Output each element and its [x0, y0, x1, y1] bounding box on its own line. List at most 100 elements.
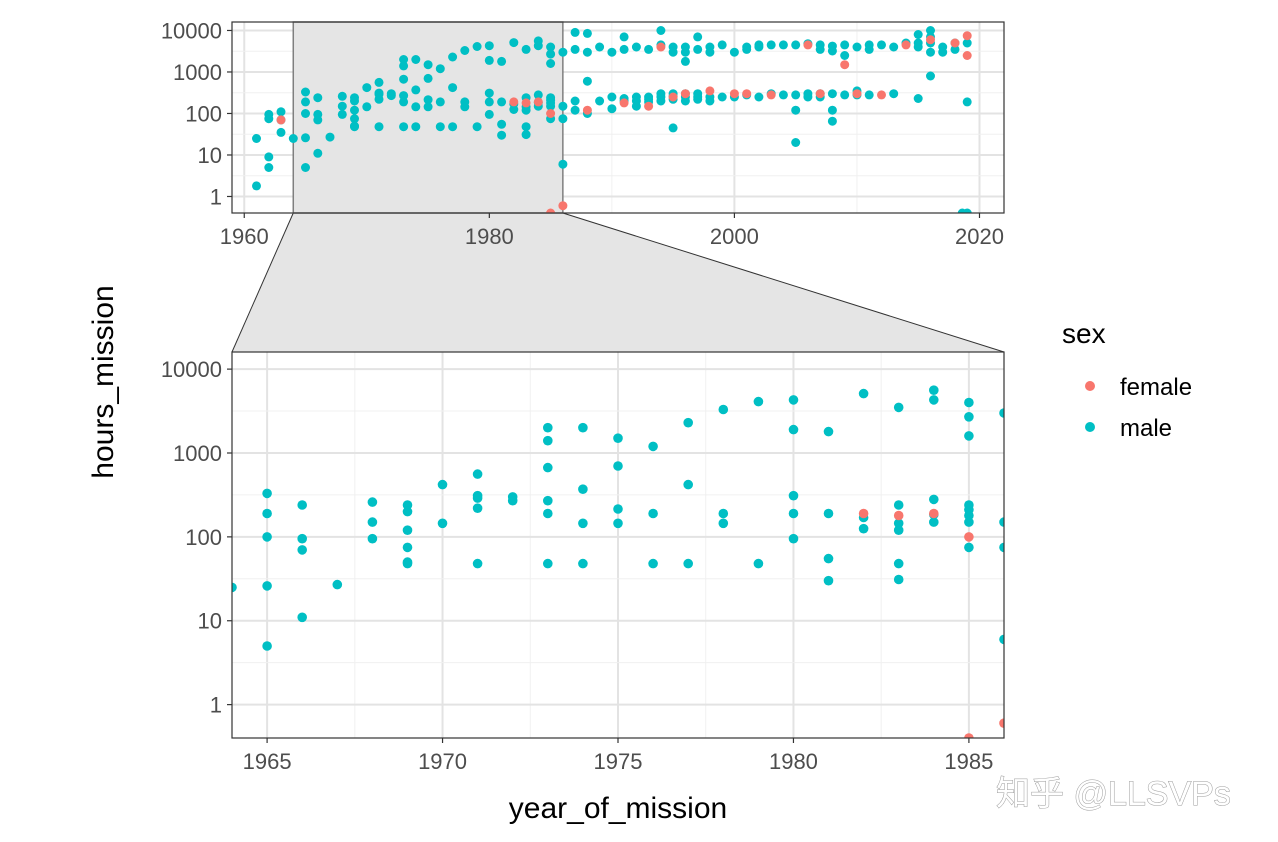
data-point-female: [929, 508, 939, 519]
data-point-male: [301, 87, 310, 97]
data-point-male: [301, 97, 310, 107]
data-point-male: [337, 109, 347, 119]
data-point-male: [402, 542, 413, 553]
data-point-male: [929, 385, 939, 396]
data-point-male: [754, 42, 764, 52]
data-point-male: [607, 92, 617, 102]
data-point-male: [852, 42, 862, 52]
x-tick-label: 2020: [955, 224, 1004, 249]
data-point-male: [680, 56, 690, 66]
data-point-male: [350, 105, 359, 115]
data-point-male: [858, 523, 869, 534]
data-point-male: [509, 105, 519, 114]
data-point-male: [533, 90, 543, 100]
data-point-female: [546, 109, 556, 118]
data-point-male: [644, 44, 654, 54]
data-point-male: [840, 90, 850, 100]
data-point-male: [362, 83, 372, 93]
data-point-male: [705, 96, 715, 106]
data-point-male: [840, 51, 850, 60]
data-point-male: [423, 102, 433, 112]
data-point-male: [613, 433, 623, 444]
data-point-male: [929, 494, 939, 505]
data-point-male: [558, 159, 568, 169]
y-tick-label: 100: [185, 525, 222, 550]
data-point-male: [543, 422, 553, 433]
data-point-male: [472, 122, 482, 132]
data-point-female: [962, 31, 972, 41]
data-point-male: [437, 479, 448, 490]
data-point-male: [827, 46, 837, 56]
data-point-male: [521, 105, 531, 115]
data-point-male: [301, 163, 310, 172]
data-point-male: [964, 397, 974, 408]
data-point-male: [595, 96, 605, 106]
data-point-male: [766, 40, 776, 50]
data-point-male: [484, 41, 494, 51]
data-point-female: [509, 97, 519, 107]
data-point-male: [252, 181, 261, 191]
data-point-male: [631, 42, 641, 52]
data-point-male: [893, 500, 904, 510]
watermark: 知乎 @LLSVPs: [996, 775, 1231, 813]
data-point-male: [374, 94, 384, 104]
data-point-male: [301, 133, 310, 143]
data-point-male: [262, 641, 272, 651]
data-point-male: [999, 517, 1004, 527]
data-point-male: [264, 152, 274, 162]
data-point-male: [411, 122, 421, 132]
data-point-male: [893, 525, 904, 535]
data-point-male: [399, 55, 409, 64]
data-point-male: [926, 71, 935, 81]
data-point-male: [877, 40, 886, 50]
data-point-male: [582, 28, 592, 38]
legend-label-female: female: [1120, 374, 1192, 401]
zoom-connector-left: [231, 212, 294, 353]
data-point-male: [683, 479, 693, 490]
y-tick-label: 10: [198, 609, 222, 634]
data-point-male: [521, 44, 531, 54]
data-point-male: [297, 612, 308, 623]
data-point-male: [913, 94, 923, 103]
data-point-male: [791, 40, 801, 50]
data-point-male: [448, 122, 458, 132]
x-tick-label: 1975: [594, 749, 643, 774]
data-point-male: [558, 114, 568, 124]
data-point-male: [570, 44, 580, 54]
data-point-male: [693, 32, 703, 42]
y-tick-label: 10: [198, 143, 222, 168]
data-point-male: [332, 579, 343, 590]
data-point-female: [729, 89, 739, 99]
data-point-male: [893, 558, 904, 569]
data-point-male: [497, 56, 507, 66]
data-point-female: [644, 101, 654, 111]
data-point-male: [823, 508, 834, 519]
data-point-male: [337, 91, 347, 101]
data-point-male: [350, 114, 359, 124]
data-point-male: [448, 52, 458, 62]
data-point-male: [578, 558, 588, 569]
data-point-male: [533, 41, 543, 51]
data-point-male: [435, 64, 445, 74]
data-point-male: [484, 88, 494, 98]
data-point-female: [656, 42, 666, 52]
data-point-male: [374, 77, 384, 87]
data-point-male: [546, 42, 556, 52]
data-point-male: [964, 412, 974, 422]
data-point-male: [543, 462, 553, 473]
data-point-female: [533, 97, 543, 107]
data-point-male: [683, 417, 693, 428]
data-point-male: [402, 506, 413, 517]
data-point-male: [693, 94, 703, 104]
data-point-male: [929, 517, 939, 527]
legend-swatch-female: [1085, 381, 1095, 391]
data-point-male: [262, 488, 272, 499]
data-point-male: [926, 47, 935, 57]
legend: sex female male: [1062, 318, 1192, 442]
y-tick-label: 1: [210, 693, 222, 718]
data-point-male: [893, 574, 904, 585]
data-point-male: [325, 132, 335, 142]
data-point-male: [999, 634, 1004, 645]
data-point-male: [399, 91, 409, 101]
data-point-male: [717, 40, 727, 50]
